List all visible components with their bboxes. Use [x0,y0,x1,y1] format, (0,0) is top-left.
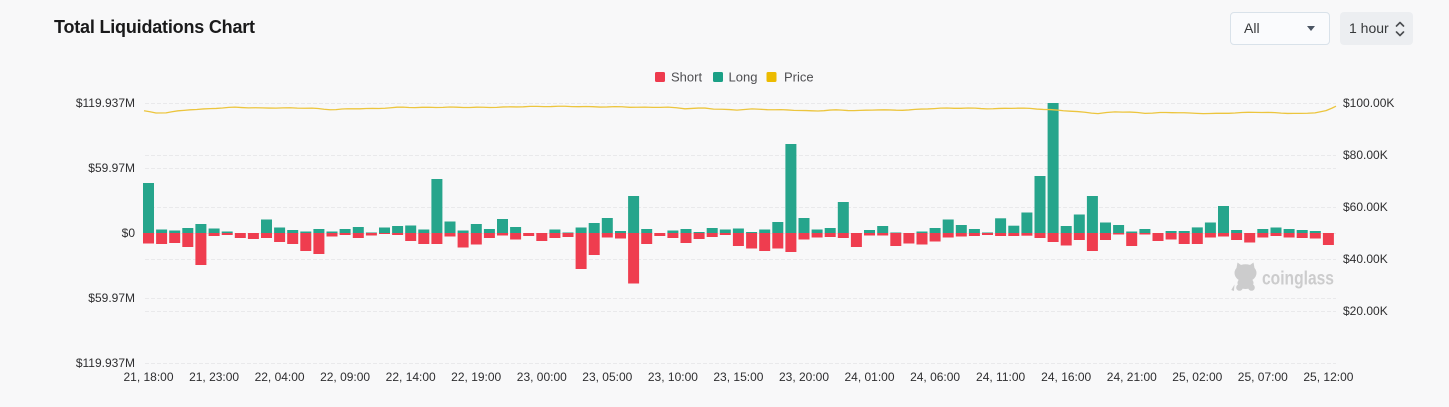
svg-text:23, 00:00: 23, 00:00 [517,370,567,384]
svg-text:23, 10:00: 23, 10:00 [648,370,698,384]
svg-text:25, 02:00: 25, 02:00 [1172,370,1222,384]
svg-text:$119.937M: $119.937M [76,356,135,370]
svg-text:25, 07:00: 25, 07:00 [1238,370,1288,384]
svg-text:coinglass: coinglass [1262,269,1334,290]
svg-text:24, 11:00: 24, 11:00 [976,370,1025,384]
svg-text:24, 01:00: 24, 01:00 [844,370,894,384]
svg-text:$60.00K: $60.00K [1343,200,1388,214]
svg-text:$80.00K: $80.00K [1343,148,1388,162]
svg-text:$59.97M: $59.97M [88,291,135,305]
svg-text:21, 23:00: 21, 23:00 [189,370,239,384]
svg-text:23, 15:00: 23, 15:00 [713,370,763,384]
svg-text:Price: Price [784,70,814,85]
svg-text:$0: $0 [122,226,136,240]
svg-text:$100.00K: $100.00K [1343,96,1394,110]
svg-text:Long: Long [729,70,758,85]
svg-text:22, 14:00: 22, 14:00 [386,370,436,384]
svg-text:23, 05:00: 23, 05:00 [582,370,632,384]
svg-text:25, 12:00: 25, 12:00 [1303,370,1353,384]
svg-text:22, 19:00: 22, 19:00 [451,370,501,384]
svg-text:23, 20:00: 23, 20:00 [779,370,829,384]
svg-text:$59.97M: $59.97M [88,161,135,175]
svg-text:24, 21:00: 24, 21:00 [1107,370,1157,384]
svg-text:24, 16:00: 24, 16:00 [1041,370,1091,384]
svg-text:Short: Short [671,70,702,85]
svg-text:$119.937M: $119.937M [76,96,135,110]
svg-text:$40.00K: $40.00K [1343,252,1388,266]
svg-text:21, 18:00: 21, 18:00 [123,370,173,384]
svg-text:24, 06:00: 24, 06:00 [910,370,960,384]
svg-text:$20.00K: $20.00K [1343,304,1388,318]
svg-text:22, 04:00: 22, 04:00 [255,370,305,384]
svg-text:22, 09:00: 22, 09:00 [320,370,370,384]
